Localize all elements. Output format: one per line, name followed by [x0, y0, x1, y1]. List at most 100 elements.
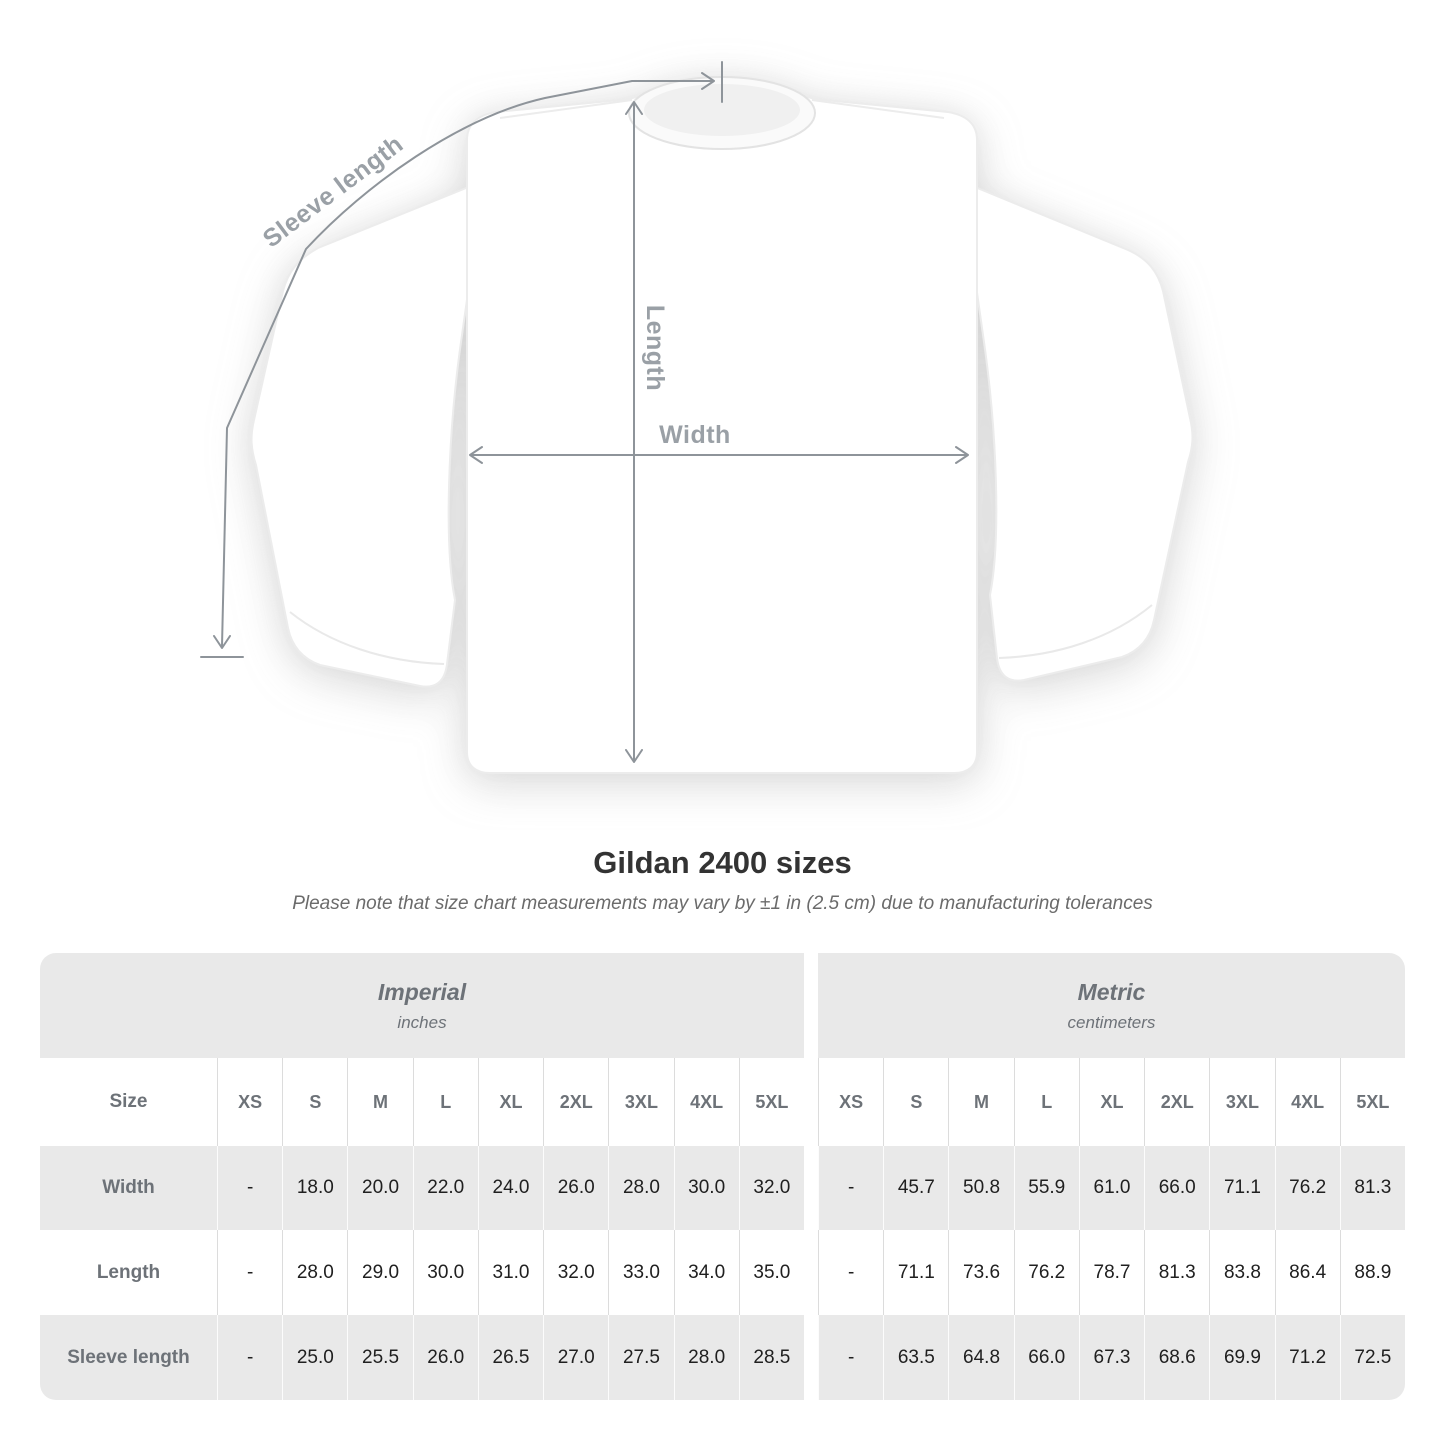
size-header: L	[412, 1058, 478, 1146]
table-cell: 24.0	[477, 1146, 544, 1230]
right-cuff-seam	[998, 604, 1153, 659]
size-header: S	[282, 1058, 347, 1146]
table-cell: 76.2	[1013, 1230, 1079, 1315]
width-label: Width	[659, 421, 731, 449]
table-cell: 33.0	[608, 1230, 673, 1315]
table-cell: 26.0	[412, 1315, 478, 1400]
shirt-collar-opening	[644, 84, 800, 136]
size-chart-title: Gildan 2400 sizes	[593, 845, 852, 880]
table-cell: 61.0	[1078, 1146, 1145, 1230]
column-gap	[804, 1315, 818, 1400]
left-shoulder-seam	[499, 99, 633, 119]
long-sleeve-shirt	[250, 76, 1194, 774]
table-cell: 78.7	[1078, 1230, 1144, 1315]
sleeve-length-line	[200, 61, 723, 658]
size-header: 3XL	[1209, 1058, 1274, 1146]
table-cell: 28.0	[673, 1315, 739, 1400]
table-cell: 45.7	[883, 1146, 949, 1230]
table-cell: 83.8	[1209, 1230, 1274, 1315]
size-header: M	[948, 1058, 1013, 1146]
table-cell: 71.2	[1274, 1315, 1340, 1400]
size-chart-table: Imperial inches Metric centimeters Size …	[40, 953, 1405, 1400]
size-header: 2XL	[543, 1058, 608, 1146]
table-cell: 50.8	[948, 1146, 1014, 1230]
size-header: XS	[217, 1058, 282, 1146]
table-cell: 25.5	[347, 1315, 413, 1400]
table-cell: 31.0	[477, 1230, 543, 1315]
table-cell: 26.0	[543, 1146, 609, 1230]
table-cell: 76.2	[1274, 1146, 1340, 1230]
row-label-sleeve-length: Sleeve length	[40, 1315, 217, 1400]
size-header: XL	[477, 1058, 543, 1146]
shirt-body	[466, 89, 978, 774]
size-header: S	[883, 1058, 948, 1146]
table-cell: 67.3	[1078, 1315, 1145, 1400]
table-cell: 86.4	[1274, 1230, 1340, 1315]
length-label: Length	[641, 305, 669, 391]
table-cell: 73.6	[948, 1230, 1013, 1315]
table-cell: 55.9	[1013, 1146, 1079, 1230]
table-cell: 22.0	[412, 1146, 478, 1230]
table-cell: 28.0	[608, 1146, 674, 1230]
size-header: XL	[1078, 1058, 1144, 1146]
table-cell: -	[217, 1315, 283, 1400]
table-cell: 66.0	[1013, 1315, 1079, 1400]
table-cell: -	[817, 1230, 883, 1315]
shirt-right-sleeve	[884, 149, 1194, 682]
size-header: XS	[817, 1058, 883, 1146]
table-cell: 69.9	[1209, 1315, 1275, 1400]
table-cell: 88.9	[1339, 1230, 1405, 1315]
table-cell: 64.8	[948, 1315, 1014, 1400]
table-cell: 25.0	[282, 1315, 348, 1400]
imperial-heading: Imperial	[377, 978, 467, 1005]
table-cell: 32.0	[738, 1146, 804, 1230]
table-cell: 32.0	[543, 1230, 608, 1315]
measurement-lines	[200, 61, 969, 763]
size-header: L	[1013, 1058, 1079, 1146]
size-header: 4XL	[673, 1058, 739, 1146]
size-header: 2XL	[1144, 1058, 1209, 1146]
unit-band-metric: Metric centimeters	[817, 953, 1405, 1058]
table-cell: -	[217, 1146, 283, 1230]
table-cell: 66.0	[1144, 1146, 1210, 1230]
column-gap	[804, 1058, 818, 1146]
table-cell: 72.5	[1339, 1315, 1405, 1400]
table-cell: 20.0	[347, 1146, 413, 1230]
left-cuff-seam	[289, 611, 445, 665]
table-cell: 30.0	[412, 1230, 478, 1315]
table-cell: 27.0	[543, 1315, 609, 1400]
table-cell: -	[217, 1230, 282, 1315]
shirt-left-sleeve	[250, 149, 561, 688]
shirt-measurement-diagram: Sleeve length Length Width	[200, 61, 1194, 774]
table-cell: 35.0	[738, 1230, 804, 1315]
table-cell: 28.5	[738, 1315, 804, 1400]
table-cell: -	[817, 1146, 884, 1230]
size-header: 3XL	[608, 1058, 673, 1146]
unit-band-imperial: Imperial inches	[40, 953, 804, 1058]
table-cell: 18.0	[282, 1146, 348, 1230]
row-label-width: Width	[40, 1146, 217, 1230]
table-cell: 29.0	[347, 1230, 412, 1315]
table-cell: 81.3	[1339, 1146, 1405, 1230]
table-cell: 63.5	[883, 1315, 949, 1400]
column-gap	[804, 1230, 818, 1315]
row-label-length: Length	[96, 1261, 161, 1283]
table-cell: 71.1	[1209, 1146, 1275, 1230]
band-gap	[804, 953, 818, 1058]
width-line	[469, 446, 969, 464]
table-cell: 71.1	[883, 1230, 948, 1315]
size-header: 5XL	[1339, 1058, 1405, 1146]
table-cell: 81.3	[1144, 1230, 1209, 1315]
size-header: M	[347, 1058, 412, 1146]
table-cell: 26.5	[477, 1315, 544, 1400]
length-line	[625, 101, 643, 763]
table-cell: -	[817, 1315, 884, 1400]
table-cell: 30.0	[673, 1146, 739, 1230]
size-column-header: Size	[109, 1091, 148, 1112]
right-shoulder-seam	[811, 99, 945, 119]
metric-heading: Metric	[1077, 978, 1146, 1005]
size-header: 5XL	[738, 1058, 804, 1146]
size-chart-subtitle: Please note that size chart measurements…	[292, 893, 1153, 914]
metric-unit: centimeters	[1067, 1012, 1156, 1032]
